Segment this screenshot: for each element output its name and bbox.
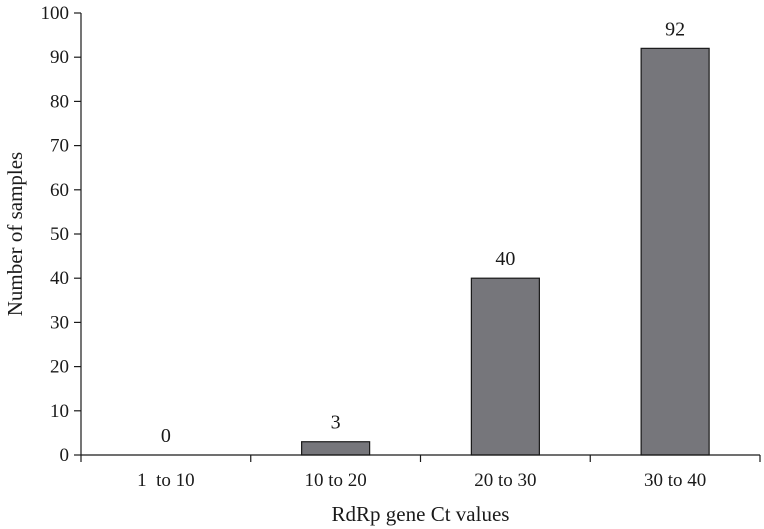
y-axis-title: Number of samples (3, 152, 27, 316)
y-tick-label: 30 (50, 312, 69, 333)
data-label: 40 (495, 248, 515, 270)
bar (640, 47, 710, 456)
y-tick-label: 0 (60, 445, 70, 466)
y-tick-label: 60 (50, 180, 69, 201)
bars (301, 47, 710, 456)
x-axis-ticks: 1 to 10 10 to 20 20 to 30 30 to 40 (80, 455, 761, 491)
data-label: 0 (161, 425, 171, 447)
x-tick-label: 20 to 30 (474, 470, 536, 491)
y-tick-label: 10 (50, 401, 69, 422)
y-tick-label: 80 (50, 91, 69, 112)
y-tick-label: 50 (50, 224, 69, 245)
data-label: 92 (665, 18, 685, 40)
y-tick-label: 100 (41, 3, 70, 24)
data-label: 3 (331, 412, 341, 434)
bar (470, 277, 540, 456)
x-tick-label: 1 to 10 (137, 470, 195, 491)
x-tick-label: 30 to 40 (644, 470, 706, 491)
data-labels: 0 3 40 92 (161, 18, 685, 447)
y-tick-label: 20 (50, 357, 69, 378)
y-tick-label: 70 (50, 136, 69, 157)
x-axis-title: RdRp gene Ct values (332, 502, 510, 526)
y-tick-label: 40 (50, 268, 69, 289)
y-axis-ticks: 0 10 20 30 40 50 60 70 80 90 100 (41, 3, 81, 466)
y-tick-label: 90 (50, 47, 69, 68)
x-tick-label: 10 to 20 (304, 470, 366, 491)
bar (301, 441, 371, 456)
